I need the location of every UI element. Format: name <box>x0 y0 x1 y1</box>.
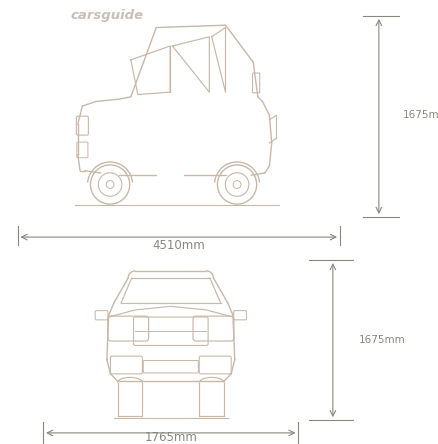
Text: 1675mm: 1675mm <box>403 110 438 120</box>
Text: 1765mm: 1765mm <box>145 431 197 444</box>
Text: 1675mm: 1675mm <box>359 335 406 345</box>
Text: carsguide: carsguide <box>71 9 144 22</box>
Text: 4510mm: 4510mm <box>152 239 205 252</box>
